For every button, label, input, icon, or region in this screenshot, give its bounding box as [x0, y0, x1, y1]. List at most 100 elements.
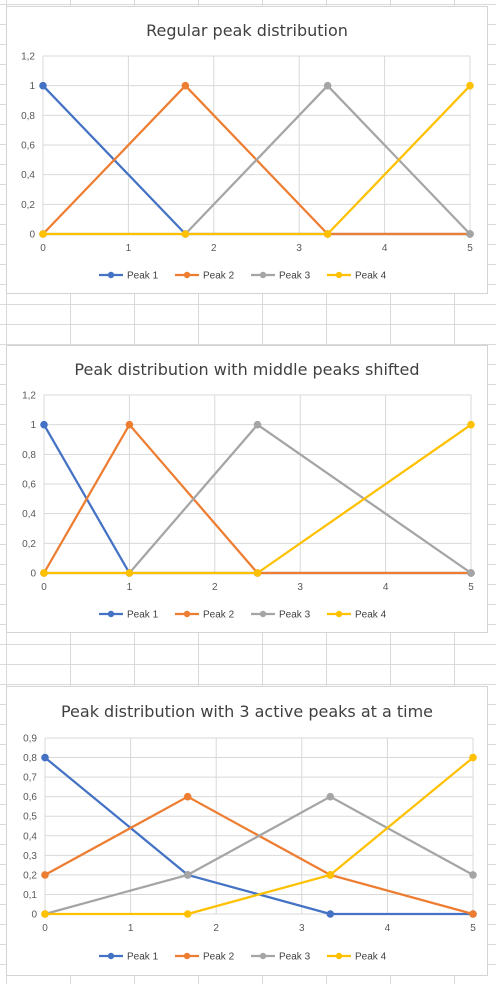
chart-svg: Peak distribution with 3 active peaks at… [23, 702, 477, 963]
series-line-peak-1 [43, 424, 471, 575]
x-tick-label: 2 [213, 923, 219, 934]
x-tick-label: 4 [382, 243, 388, 254]
chart-middle-peaks-shifted[interactable]: Peak distribution with middle peaks shif… [6, 345, 488, 633]
legend-item-peak-4[interactable]: Peak 4 [327, 271, 387, 282]
data-point-peak-3[interactable] [466, 230, 474, 238]
data-point-peak-4[interactable] [466, 81, 474, 90]
chart-three-active-peaks[interactable]: Peak distribution with 3 active peaks at… [6, 686, 488, 976]
legend-label: Peak 2 [203, 952, 235, 963]
legend-item-peak-1[interactable]: Peak 1 [99, 610, 159, 621]
legend-item-peak-3[interactable]: Peak 3 [251, 952, 311, 963]
y-tick-label: 0,6 [23, 792, 37, 803]
x-tick-label: 1 [128, 923, 134, 934]
chart-title: Peak distribution with 3 active peaks at… [61, 702, 433, 721]
legend-item-peak-1[interactable]: Peak 1 [99, 271, 159, 282]
legend-item-peak-4[interactable]: Peak 4 [327, 952, 387, 963]
data-point-peak-4[interactable] [323, 230, 332, 238]
data-point-peak-4[interactable] [253, 569, 262, 577]
series-line-peak-4 [44, 423, 472, 575]
x-tick-label: 2 [211, 243, 217, 254]
data-point-peak-4[interactable] [326, 871, 335, 879]
x-tick-label: 2 [212, 582, 218, 593]
data-point-peak-3[interactable] [326, 792, 335, 801]
y-tick-label: 0,6 [21, 141, 35, 152]
legend-marker [183, 610, 191, 618]
y-tick-label: 0,8 [22, 450, 36, 461]
x-tick-label: 5 [468, 582, 474, 593]
legend-marker [183, 271, 191, 279]
data-point-peak-4[interactable] [125, 569, 134, 577]
data-point-peak-3[interactable] [323, 81, 332, 90]
legend-label: Peak 2 [203, 610, 235, 621]
x-tick-label: 3 [296, 243, 302, 254]
legend-label: Peak 3 [279, 952, 311, 963]
x-tick-label: 0 [42, 923, 48, 934]
legend-label: Peak 3 [279, 610, 311, 621]
legend-item-peak-2[interactable]: Peak 2 [175, 271, 235, 282]
legend-marker [259, 952, 267, 960]
y-tick-label: 0,5 [23, 812, 37, 823]
data-point-peak-4[interactable] [41, 910, 49, 918]
data-point-peak-4[interactable] [181, 230, 190, 238]
series-line-peak-4 [45, 756, 474, 916]
y-tick-label: 0,3 [23, 851, 37, 862]
y-tick-label: 1 [30, 420, 36, 431]
y-tick-label: 0,2 [23, 870, 37, 881]
y-tick-label: 1 [29, 81, 35, 92]
y-tick-label: 1,2 [21, 52, 35, 63]
data-point-peak-2[interactable] [41, 871, 49, 879]
y-tick-label: 0,2 [22, 539, 36, 550]
data-point-peak-4[interactable] [469, 753, 477, 762]
data-point-peak-3[interactable] [467, 569, 475, 577]
data-point-peak-1[interactable] [40, 420, 48, 429]
chart-title: Regular peak distribution [146, 21, 348, 40]
legend-label: Peak 1 [127, 952, 159, 963]
legend-label: Peak 4 [355, 610, 387, 621]
series-line-peak-3 [44, 795, 474, 916]
data-point-peak-2[interactable] [469, 910, 477, 918]
x-tick-label: 5 [467, 243, 473, 254]
x-tick-label: 3 [297, 582, 303, 593]
data-point-peak-2[interactable] [183, 792, 192, 801]
data-point-peak-1[interactable] [326, 910, 335, 918]
x-tick-label: 0 [40, 243, 46, 254]
data-point-peak-1[interactable] [41, 753, 49, 762]
y-tick-label: 0,9 [23, 734, 37, 745]
legend-item-peak-2[interactable]: Peak 2 [175, 610, 235, 621]
data-point-peak-4[interactable] [40, 569, 48, 577]
y-tick-label: 0 [30, 569, 36, 580]
x-tick-label: 4 [383, 582, 389, 593]
legend-label: Peak 1 [127, 610, 159, 621]
chart-regular-peak-distribution[interactable]: Regular peak distribution 0 0,2 0,4 0,6 0,8 1 1… [6, 6, 488, 294]
data-point-peak-3[interactable] [183, 871, 192, 879]
legend-label: Peak 2 [203, 271, 235, 282]
series-line-peak-4 [43, 84, 471, 236]
data-point-peak-2[interactable] [181, 81, 190, 90]
legend-item-peak-1[interactable]: Peak 1 [99, 952, 159, 963]
x-tick-label: 1 [127, 582, 133, 593]
legend-marker [107, 610, 115, 618]
y-tick-label: 1,2 [22, 391, 36, 402]
legend-label: Peak 4 [355, 271, 387, 282]
data-point-peak-4[interactable] [183, 910, 192, 918]
data-point-peak-4[interactable] [39, 230, 47, 238]
legend-item-peak-4[interactable]: Peak 4 [327, 610, 387, 621]
legend-item-peak-3[interactable]: Peak 3 [251, 271, 311, 282]
y-tick-label: 0,4 [21, 170, 35, 181]
y-tick-label: 0,1 [23, 890, 37, 901]
legend-marker [335, 610, 343, 618]
chart-svg: Peak distribution with middle peaks shif… [22, 360, 475, 621]
legend-item-peak-3[interactable]: Peak 3 [251, 610, 311, 621]
legend-marker [335, 952, 343, 960]
x-tick-label: 5 [470, 923, 476, 934]
data-point-peak-3[interactable] [253, 420, 262, 429]
data-point-peak-3[interactable] [469, 871, 477, 879]
data-point-peak-4[interactable] [467, 420, 475, 429]
legend-item-peak-2[interactable]: Peak 2 [175, 952, 235, 963]
data-point-peak-1[interactable] [39, 81, 47, 90]
legend-marker [183, 952, 191, 960]
y-tick-label: 0,4 [23, 831, 37, 842]
legend-marker [335, 271, 343, 279]
data-point-peak-2[interactable] [125, 420, 134, 429]
y-tick-label: 0 [31, 910, 37, 921]
